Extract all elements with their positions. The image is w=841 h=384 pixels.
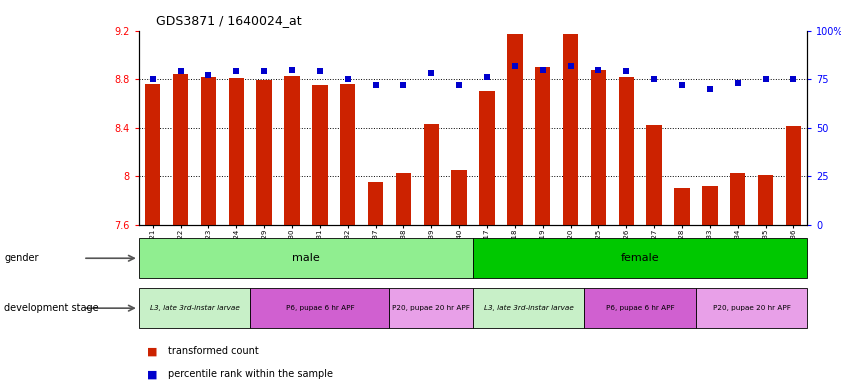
Bar: [229, 78, 244, 225]
Bar: [473, 288, 584, 328]
Bar: [702, 186, 717, 225]
Bar: [563, 34, 579, 225]
Bar: [696, 288, 807, 328]
Bar: [507, 34, 522, 225]
Bar: [535, 67, 550, 225]
Bar: [785, 126, 801, 225]
Text: P20, pupae 20 hr APF: P20, pupae 20 hr APF: [393, 305, 470, 311]
Point: [285, 66, 299, 73]
Point: [731, 80, 744, 86]
Point: [620, 68, 633, 74]
Text: development stage: development stage: [4, 303, 99, 313]
Point: [230, 68, 243, 74]
Bar: [590, 70, 606, 225]
Point: [786, 76, 800, 82]
Text: male: male: [292, 253, 320, 263]
Text: gender: gender: [4, 253, 39, 263]
Text: P6, pupae 6 hr APF: P6, pupae 6 hr APF: [286, 305, 354, 311]
Point: [592, 66, 606, 73]
Bar: [340, 84, 356, 225]
Bar: [479, 91, 495, 225]
Point: [257, 68, 271, 74]
Point: [369, 82, 383, 88]
Bar: [251, 288, 389, 328]
Bar: [424, 124, 439, 225]
Bar: [619, 77, 634, 225]
Text: GDS3871 / 1640024_at: GDS3871 / 1640024_at: [156, 14, 301, 27]
Point: [452, 82, 466, 88]
Point: [536, 66, 549, 73]
Text: female: female: [621, 253, 659, 263]
Bar: [139, 288, 251, 328]
Bar: [257, 80, 272, 225]
Text: L3, late 3rd-instar larvae: L3, late 3rd-instar larvae: [484, 305, 574, 311]
Point: [397, 82, 410, 88]
Bar: [173, 74, 188, 225]
Bar: [647, 125, 662, 225]
Bar: [730, 172, 745, 225]
Bar: [201, 77, 216, 225]
Text: ■: ■: [147, 369, 157, 379]
Bar: [473, 238, 807, 278]
Point: [508, 63, 521, 69]
Point: [480, 74, 494, 80]
Point: [202, 72, 215, 78]
Bar: [452, 170, 467, 225]
Bar: [139, 238, 473, 278]
Bar: [584, 288, 696, 328]
Bar: [368, 182, 383, 225]
Bar: [145, 84, 161, 225]
Bar: [312, 85, 327, 225]
Text: transformed count: transformed count: [168, 346, 259, 356]
Text: L3, late 3rd-instar larvae: L3, late 3rd-instar larvae: [150, 305, 240, 311]
Text: percentile rank within the sample: percentile rank within the sample: [168, 369, 333, 379]
Point: [341, 76, 354, 82]
Point: [146, 76, 160, 82]
Point: [675, 82, 689, 88]
Text: ■: ■: [147, 346, 157, 356]
Point: [563, 63, 577, 69]
Bar: [389, 288, 473, 328]
Text: P6, pupae 6 hr APF: P6, pupae 6 hr APF: [606, 305, 674, 311]
Bar: [758, 175, 773, 225]
Point: [174, 68, 188, 74]
Text: P20, pupae 20 hr APF: P20, pupae 20 hr APF: [712, 305, 791, 311]
Point: [759, 76, 772, 82]
Point: [703, 86, 717, 92]
Point: [313, 68, 326, 74]
Bar: [284, 76, 299, 225]
Point: [648, 76, 661, 82]
Bar: [674, 188, 690, 225]
Bar: [396, 172, 411, 225]
Point: [425, 70, 438, 76]
